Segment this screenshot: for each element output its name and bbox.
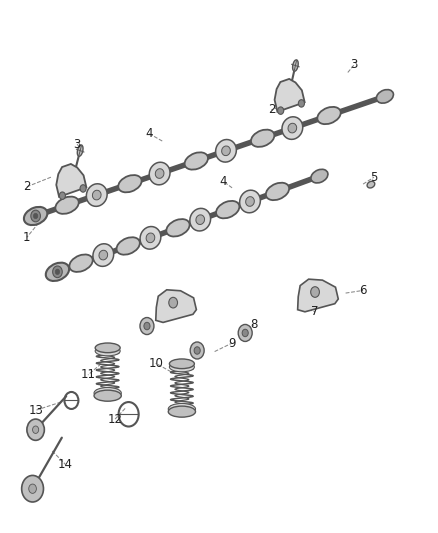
Text: 2: 2	[268, 103, 275, 116]
Circle shape	[238, 325, 252, 342]
Circle shape	[194, 347, 200, 354]
Ellipse shape	[95, 346, 120, 356]
Text: 14: 14	[58, 458, 73, 471]
Ellipse shape	[69, 254, 93, 272]
Circle shape	[21, 475, 43, 502]
Ellipse shape	[94, 387, 121, 399]
Circle shape	[32, 426, 39, 433]
Polygon shape	[275, 79, 305, 112]
Ellipse shape	[168, 403, 195, 415]
Text: 3: 3	[351, 58, 358, 71]
Ellipse shape	[184, 152, 208, 169]
Text: 12: 12	[108, 413, 123, 425]
Circle shape	[169, 297, 177, 308]
Ellipse shape	[367, 181, 375, 188]
Ellipse shape	[77, 145, 83, 156]
Ellipse shape	[282, 117, 303, 139]
Ellipse shape	[166, 219, 190, 237]
Ellipse shape	[251, 130, 274, 147]
Text: 13: 13	[29, 403, 44, 416]
Ellipse shape	[146, 233, 155, 243]
Ellipse shape	[95, 343, 120, 353]
Ellipse shape	[288, 123, 297, 133]
Text: 11: 11	[81, 368, 95, 382]
Ellipse shape	[92, 190, 101, 200]
Circle shape	[80, 185, 86, 192]
Circle shape	[29, 484, 36, 494]
Text: 6: 6	[359, 284, 367, 297]
Ellipse shape	[140, 227, 161, 249]
Circle shape	[55, 269, 60, 274]
Polygon shape	[56, 164, 86, 197]
Ellipse shape	[196, 215, 205, 224]
Circle shape	[31, 210, 40, 222]
Text: 5: 5	[370, 171, 378, 184]
Ellipse shape	[190, 208, 211, 231]
Ellipse shape	[170, 362, 194, 372]
Circle shape	[278, 107, 284, 115]
Ellipse shape	[318, 107, 341, 124]
Ellipse shape	[246, 197, 254, 206]
Ellipse shape	[55, 197, 79, 214]
Ellipse shape	[117, 237, 140, 255]
Text: 8: 8	[250, 319, 258, 332]
Ellipse shape	[240, 190, 260, 213]
Text: 4: 4	[219, 175, 227, 188]
Circle shape	[311, 287, 319, 297]
Polygon shape	[298, 279, 338, 312]
Text: 3: 3	[74, 138, 81, 151]
Ellipse shape	[155, 169, 164, 179]
Circle shape	[59, 192, 65, 199]
Ellipse shape	[311, 169, 328, 183]
Ellipse shape	[293, 60, 298, 71]
Ellipse shape	[222, 146, 230, 156]
Ellipse shape	[216, 201, 240, 219]
Text: 9: 9	[228, 336, 236, 350]
Ellipse shape	[170, 359, 194, 369]
Circle shape	[190, 342, 204, 359]
Circle shape	[298, 100, 304, 107]
Ellipse shape	[168, 406, 195, 417]
Ellipse shape	[24, 207, 47, 225]
Ellipse shape	[149, 162, 170, 185]
Ellipse shape	[93, 244, 114, 266]
Ellipse shape	[99, 250, 108, 260]
Ellipse shape	[46, 263, 69, 281]
Text: 10: 10	[148, 357, 163, 370]
Text: 2: 2	[23, 180, 31, 193]
Circle shape	[33, 213, 38, 219]
Circle shape	[140, 318, 154, 335]
Ellipse shape	[94, 390, 121, 401]
Text: 4: 4	[145, 127, 153, 140]
Ellipse shape	[118, 175, 141, 192]
Ellipse shape	[86, 184, 107, 206]
Ellipse shape	[266, 183, 289, 200]
Ellipse shape	[376, 90, 393, 103]
Circle shape	[53, 266, 62, 278]
Circle shape	[242, 329, 248, 337]
Polygon shape	[156, 290, 196, 322]
Text: 7: 7	[311, 305, 319, 318]
Circle shape	[144, 322, 150, 330]
Text: 1: 1	[23, 231, 31, 244]
Circle shape	[27, 419, 44, 440]
Ellipse shape	[215, 140, 237, 162]
